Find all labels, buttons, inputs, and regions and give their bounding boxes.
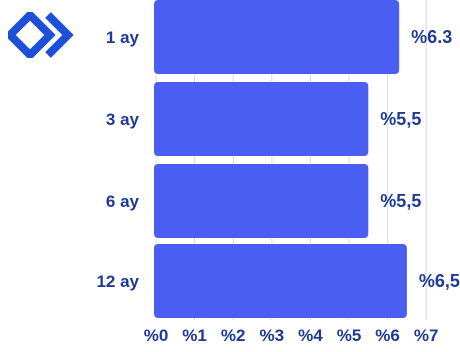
- data-label: %6.3: [411, 27, 452, 47]
- x-tick-label: %1: [182, 326, 207, 345]
- x-tick-label: %2: [221, 326, 246, 345]
- data-label: %5,5: [380, 109, 421, 129]
- brand-logo-icon: [4, 9, 74, 61]
- data-label: %6,5: [419, 271, 460, 291]
- bar: [154, 164, 369, 238]
- x-tick-label: %6: [375, 326, 400, 345]
- x-tick-label: %7: [414, 326, 439, 345]
- x-tick-label: %3: [260, 326, 285, 345]
- bar: [154, 0, 400, 74]
- category-label: 12 ay: [96, 272, 139, 291]
- x-tick-label: %0: [144, 326, 169, 345]
- bar: [154, 82, 369, 156]
- x-tick-label: %5: [337, 326, 362, 345]
- category-label: 3 ay: [106, 110, 140, 129]
- x-tick-label: %4: [298, 326, 323, 345]
- category-label: 6 ay: [106, 192, 140, 211]
- data-label: %5,5: [380, 191, 421, 211]
- bar: [154, 244, 407, 318]
- category-label: 1 ay: [106, 28, 140, 47]
